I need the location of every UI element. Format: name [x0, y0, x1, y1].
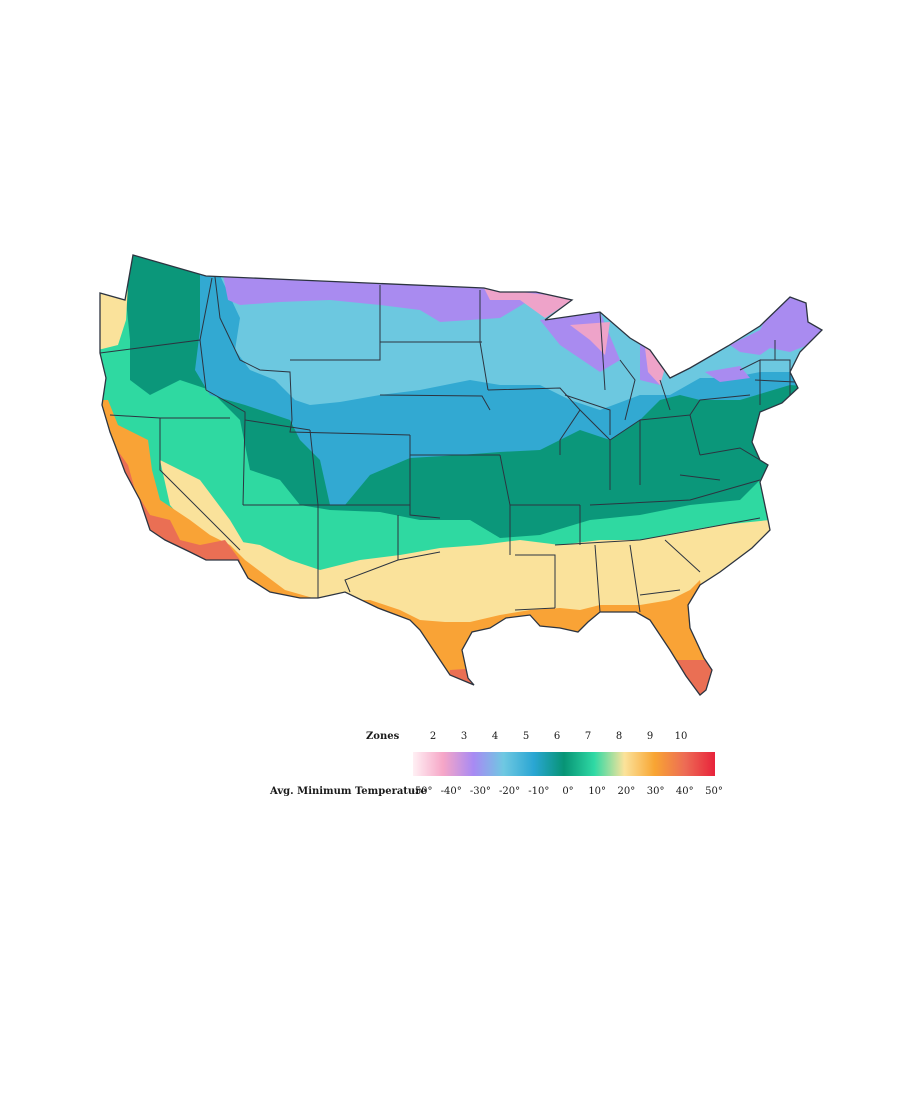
zones-label: Zones	[366, 731, 400, 742]
temp-tick: 10°	[588, 786, 607, 797]
state-borders	[99, 276, 796, 613]
temp-tick: 30°	[646, 786, 665, 797]
temp-tick: 0°	[562, 786, 574, 797]
zone-9-oregon-coast	[100, 285, 128, 350]
temp-tick: 40°	[675, 786, 694, 797]
zone-3-wi	[570, 322, 610, 355]
zone-tick-2: 2	[429, 731, 437, 742]
temp-tick: -20°	[499, 786, 521, 797]
zone-tick-6: 6	[553, 731, 561, 742]
zone-11-florida	[675, 660, 720, 695]
zone-4-new-england	[730, 290, 822, 355]
temperature-gradient-bar	[413, 752, 715, 776]
temp-tick: -50°	[411, 786, 433, 797]
zone-tick-4: 4	[491, 731, 499, 742]
temp-tick: 20°	[617, 786, 636, 797]
zone-fill-layer	[100, 255, 822, 695]
temp-tick: -10°	[528, 786, 550, 797]
zone-tick-9: 9	[646, 731, 654, 742]
zone-9-great-basin	[160, 460, 245, 545]
temp-tick: 50°	[705, 786, 723, 797]
zone-tick-8: 8	[615, 731, 623, 742]
zone-tick-10: 10	[674, 731, 688, 742]
temp-tick: -40°	[440, 786, 462, 797]
zone-tick-3: 3	[460, 731, 468, 742]
zone-tick-7: 7	[584, 731, 592, 742]
zone-10-southwest	[100, 400, 320, 610]
avg-min-temperature-label: Avg. Minimum Temperature	[270, 786, 427, 797]
temp-tick: -30°	[469, 786, 491, 797]
zone-tick-5: 5	[522, 731, 530, 742]
zone-4-ny	[705, 366, 750, 382]
